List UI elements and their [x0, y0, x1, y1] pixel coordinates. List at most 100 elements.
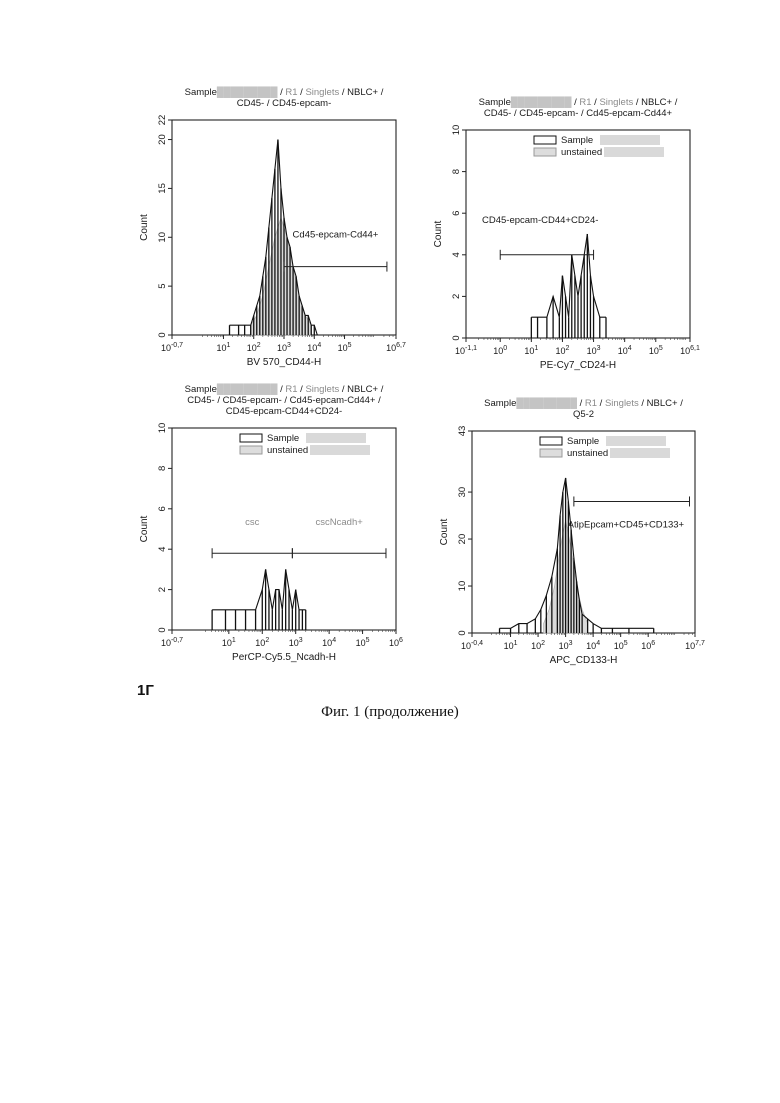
x-tick-label: 101	[222, 637, 236, 648]
tick-base: 10	[649, 346, 659, 356]
y-axis-label: Count	[139, 214, 150, 241]
x-tick-label: 102	[555, 345, 569, 356]
x-tick-label: 10-0,7	[161, 637, 183, 648]
chart-title-line: CD45-epcam-CD44+CD24-	[226, 406, 342, 417]
x-tick-label: 101	[524, 345, 538, 356]
gate-label: CD45-epcam-CD44+CD24-	[482, 215, 598, 226]
x-axis-label: PerCP-Cy5.5_Ncadh-H	[232, 652, 336, 663]
tick-exponent: 2	[257, 342, 261, 349]
tick-base: 10	[307, 343, 317, 353]
title-sample-prefix: Sample	[185, 384, 217, 395]
tick-base: 10	[386, 343, 396, 353]
plot-frame	[472, 431, 695, 633]
figure-label: 1Г	[137, 682, 154, 699]
tick-exponent: 2	[265, 637, 269, 644]
tick-exponent: 3	[287, 342, 291, 349]
title-singlets: Singlets	[605, 398, 639, 409]
x-tick-label: 102	[247, 342, 261, 353]
y-axis-label: Count	[433, 220, 444, 247]
tick-base: 10	[504, 641, 514, 651]
gate: CD45-epcam-CD44+CD24-	[482, 215, 598, 260]
sample-series	[531, 234, 606, 338]
tick-base: 10	[222, 638, 232, 648]
title-separator: /	[639, 398, 647, 409]
x-tick-label: 106,7	[386, 342, 406, 353]
y-tick-label: 43	[457, 426, 468, 437]
legend-redaction	[606, 436, 666, 446]
x-tick-label: 105	[614, 640, 628, 651]
tick-exponent: 6	[399, 637, 403, 644]
x-tick-label: 104	[586, 640, 600, 651]
tick-base: 10	[461, 641, 471, 651]
tick-exponent: -1,1	[465, 345, 477, 352]
title-separator: /	[597, 398, 605, 409]
y-tick-label: 0	[157, 332, 168, 337]
gate-label: Cd45-epcam-Cd44+	[293, 230, 379, 241]
tick-base: 10	[356, 638, 366, 648]
tick-base: 10	[161, 343, 171, 353]
title-separator: /	[577, 398, 585, 409]
title-separator: /	[339, 87, 347, 98]
tick-exponent: 2	[541, 640, 545, 647]
tick-base: 10	[216, 343, 226, 353]
tick-base: 10	[614, 641, 624, 651]
tick-base: 10	[680, 346, 690, 356]
title-separator: /	[298, 87, 306, 98]
legend-swatch-unstained	[534, 148, 556, 156]
tick-exponent: 1	[232, 637, 236, 644]
title-r1: R1	[585, 398, 597, 409]
y-tick-label: 0	[457, 630, 468, 635]
chart-title-line: CD45- / CD45-epcam-	[237, 98, 332, 109]
title-separator: /	[298, 384, 306, 395]
x-tick-label: 107,7	[685, 640, 705, 651]
x-tick-label: 103	[559, 640, 573, 651]
tick-base: 10	[586, 641, 596, 651]
tick-exponent: -0,7	[171, 342, 183, 349]
tick-base: 10	[161, 638, 171, 648]
x-tick-label: 106	[641, 640, 655, 651]
tick-base: 10	[555, 346, 565, 356]
tick-base: 10	[455, 346, 465, 356]
y-tick-label: 5	[157, 283, 168, 288]
y-axis-label: Count	[139, 515, 150, 542]
title-separator: /	[592, 97, 600, 108]
legend-label: unstained	[567, 448, 608, 459]
y-tick-label: 4	[451, 252, 462, 257]
tick-exponent: 1	[514, 640, 518, 647]
x-tick-label: 10-0,7	[161, 342, 183, 353]
legend: Sampleunstained	[240, 433, 370, 456]
title-rest: NBLC+ /	[347, 87, 384, 98]
chart-title-line: Q5-2	[573, 409, 594, 420]
y-tick-label: 15	[157, 183, 168, 194]
chart-title-line: CD45- / CD45-epcam- / Cd45-epcam-Cd44+ /	[187, 395, 381, 406]
x-axis-label: APC_CD133-H	[550, 655, 618, 666]
tick-base: 10	[247, 343, 257, 353]
tick-exponent: 3	[299, 637, 303, 644]
y-tick-label: 2	[157, 587, 168, 592]
y-tick-label: 2	[451, 294, 462, 299]
tick-exponent: 4	[317, 342, 321, 349]
legend: Sampleunstained	[540, 436, 670, 459]
sample-outline	[531, 234, 606, 317]
chart-title-line: Sample█████████ / R1 / Singlets / NBLC+ …	[185, 86, 384, 98]
y-tick-label: 0	[451, 335, 462, 340]
chart-2: Sample█████████ / R1 / Singlets / NBLC+ …	[433, 96, 700, 371]
tick-exponent: -0,7	[171, 637, 183, 644]
gate-label: AtipEpcam+CD45+CD133+	[568, 519, 685, 530]
tick-exponent: 4	[628, 345, 632, 352]
tick-base: 10	[531, 641, 541, 651]
title-rest: NBLC+ /	[647, 398, 684, 409]
title-redaction: █████████	[516, 397, 577, 409]
gate: csc	[212, 517, 292, 558]
gate-label: csc	[245, 517, 260, 528]
tick-exponent: 1	[227, 342, 231, 349]
legend-label: unstained	[561, 147, 602, 158]
chart-title-line: CD45- / CD45-epcam- / Cd45-epcam-Cd44+	[484, 108, 673, 119]
tick-exponent: 4	[332, 637, 336, 644]
tick-base: 10	[389, 638, 399, 648]
title-redaction: █████████	[217, 86, 278, 98]
tick-base: 10	[338, 343, 348, 353]
title-redaction: █████████	[217, 383, 278, 395]
legend-swatch-unstained	[240, 446, 262, 454]
